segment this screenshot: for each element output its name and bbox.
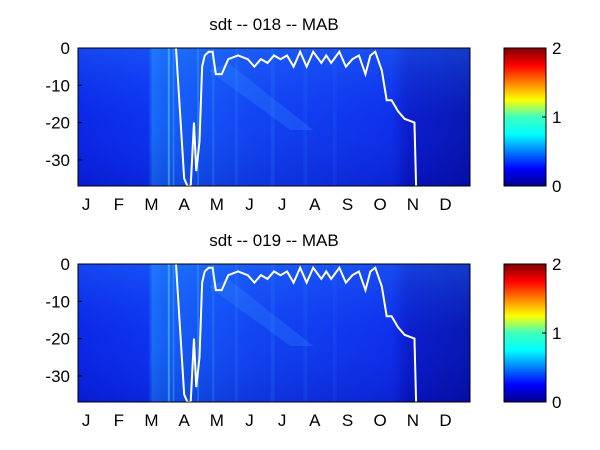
heatmap-streak-8 xyxy=(332,48,337,186)
y-tick-label: -30 xyxy=(45,367,70,386)
y-tick-label: 0 xyxy=(61,39,70,58)
colorbar-tick-label: 1 xyxy=(552,324,561,343)
chart-title: sdt -- 018 -- MAB xyxy=(209,15,338,34)
x-tick-label: J xyxy=(245,411,254,430)
heatmap-streak-3 xyxy=(197,48,199,186)
axes-frame xyxy=(77,263,471,403)
heatmap-streak-6 xyxy=(270,264,275,402)
x-tick-label: S xyxy=(342,195,353,214)
heatmap-glow-band xyxy=(208,278,314,347)
x-tick-label: J xyxy=(82,195,91,214)
y-tick-label: -20 xyxy=(45,114,70,133)
chart-title: sdt -- 019 -- MAB xyxy=(209,231,338,250)
y-tick-label: -10 xyxy=(45,76,70,95)
colorbar-tick-label: 2 xyxy=(552,39,561,58)
colorbar-tick-label: 2 xyxy=(552,255,561,274)
contour-line xyxy=(175,263,418,403)
x-tick-label: F xyxy=(114,195,124,214)
x-tick-label: A xyxy=(178,195,190,214)
heatmap-depth-shading xyxy=(78,48,470,186)
x-tick-label: A xyxy=(309,195,321,214)
colorbar xyxy=(503,47,547,187)
x-tick-label: N xyxy=(407,411,419,430)
x-tick-label: J xyxy=(278,195,287,214)
heatmap-streak-8 xyxy=(332,264,337,402)
x-tick-label: J xyxy=(245,195,254,214)
heatmap-streak-3 xyxy=(197,264,199,402)
x-tick-label: M xyxy=(144,195,158,214)
heatmap-streak-2 xyxy=(172,264,175,402)
chart-panel-1: sdt -- 018 -- MAB 0 -10 -20 -30 J F M A M J J A S O N D 0… xyxy=(45,15,561,214)
heatmap-streak-1 xyxy=(167,264,170,402)
heatmap-streak-5 xyxy=(234,48,239,186)
axes-frame xyxy=(77,47,471,187)
y-tick-label: -20 xyxy=(45,330,70,349)
x-tick-label: A xyxy=(178,411,190,430)
y-tick-label: 0 xyxy=(61,255,70,274)
heatmap-streak-7 xyxy=(303,264,308,402)
colorbar-tick-label: 1 xyxy=(552,108,561,127)
x-tick-label: D xyxy=(439,195,451,214)
heatmap-streak-4 xyxy=(211,264,215,402)
x-tick-label: J xyxy=(82,411,91,430)
x-tick-label: D xyxy=(439,411,451,430)
heatmap-streak-7 xyxy=(303,48,308,186)
x-tick-label: M xyxy=(144,411,158,430)
colorbar xyxy=(503,263,547,403)
heatmap-streak-4 xyxy=(211,48,215,186)
heatmap-glow-band xyxy=(208,62,314,131)
y-tick-label: -30 xyxy=(45,151,70,170)
x-tick-label: A xyxy=(309,411,321,430)
colorbar-tick-label: 0 xyxy=(552,177,561,196)
x-tick-label: M xyxy=(210,195,224,214)
x-tick-label: O xyxy=(374,411,387,430)
y-tick-label: -10 xyxy=(45,292,70,311)
x-tick-label: S xyxy=(342,411,353,430)
x-tick-label: M xyxy=(210,411,224,430)
x-tick-label: F xyxy=(114,411,124,430)
x-tick-label: J xyxy=(278,411,287,430)
x-tick-label: N xyxy=(407,195,419,214)
x-tick-label: O xyxy=(374,195,387,214)
heatmap-depth-shading xyxy=(78,264,470,402)
colorbar-tick-label: 0 xyxy=(552,393,561,412)
heatmap-streak-6 xyxy=(270,48,275,186)
heatmap-streak-2 xyxy=(172,48,175,186)
contour-line xyxy=(175,47,418,187)
chart-panel-2: sdt -- 019 -- MAB 0 -10 -20 -30 J F M A M J J A S O N D 0… xyxy=(45,231,561,430)
heatmap-streak-1 xyxy=(167,48,170,186)
heatmap-streak-5 xyxy=(234,264,239,402)
